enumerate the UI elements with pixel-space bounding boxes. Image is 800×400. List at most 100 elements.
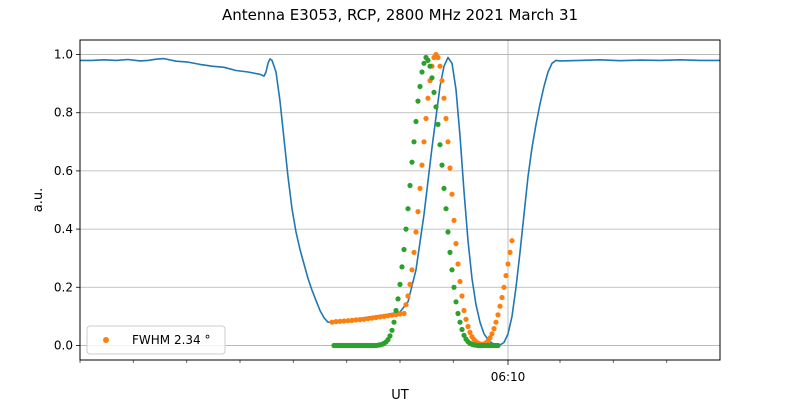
orange-point (415, 209, 421, 215)
orange-point (465, 323, 471, 330)
orange-point (421, 139, 427, 145)
orange-point (373, 314, 379, 321)
plot-area-frame (79, 39, 721, 361)
orange-point (497, 303, 503, 309)
legend-label: FWHM 2.34 ° (132, 333, 211, 347)
orange-point (493, 319, 499, 325)
orange-point (365, 316, 371, 322)
orange-point (499, 294, 505, 301)
legend-marker (103, 337, 109, 343)
orange-point (439, 78, 445, 84)
green-point (495, 342, 501, 349)
orange-point (403, 302, 409, 308)
green-point (417, 83, 423, 90)
orange-point (455, 261, 461, 267)
orange-point (333, 319, 339, 325)
y-axis-label: a.u. (31, 188, 46, 212)
green-point (433, 104, 439, 110)
series-green-group (331, 54, 501, 349)
orange-point (381, 313, 387, 319)
orange-point (349, 317, 355, 323)
green-point (439, 162, 445, 168)
green-point (441, 185, 447, 191)
orange-point (377, 314, 383, 320)
x-tick-label: 06:10 (491, 370, 526, 384)
orange-point (437, 63, 443, 69)
orange-point (435, 54, 441, 61)
legend-box (86, 325, 226, 355)
green-point (391, 319, 397, 325)
y-tick-label: 0.2 (54, 280, 73, 294)
green-point (455, 310, 461, 317)
orange-point (407, 281, 413, 287)
green-point (445, 229, 451, 235)
green-point (443, 206, 449, 212)
orange-point (461, 307, 467, 314)
orange-point (337, 318, 343, 324)
orange-point (445, 139, 451, 145)
orange-point (341, 318, 347, 324)
orange-point (369, 315, 375, 321)
chart-title: Antenna E3053, RCP, 2800 MHz 2021 March … (222, 6, 578, 24)
y-tick-label: 0.4 (54, 222, 73, 236)
green-point (409, 159, 415, 165)
orange-point (425, 95, 431, 101)
green-point (421, 60, 427, 66)
orange-point (389, 312, 395, 318)
green-point (403, 226, 409, 232)
orange-point (419, 162, 425, 168)
green-point (395, 296, 401, 302)
orange-point (441, 95, 447, 101)
green-point (401, 246, 407, 253)
orange-point (495, 312, 501, 318)
green-point (427, 63, 433, 69)
orange-point (459, 293, 465, 299)
y-tick-label: 0.8 (54, 106, 73, 120)
green-point (411, 139, 417, 145)
orange-point (505, 261, 511, 267)
orange-point (467, 329, 473, 335)
green-point (419, 69, 425, 75)
green-point (393, 307, 399, 314)
orange-point (457, 278, 463, 285)
orange-point (501, 284, 507, 290)
green-point (457, 319, 463, 325)
green-point (429, 75, 435, 81)
green-point (413, 118, 419, 125)
orange-point (509, 238, 515, 244)
y-tick-label: 0.6 (54, 164, 73, 178)
axes: 0.0 0.2 0.4 0.6 0.8 1.0 06:10 (54, 48, 668, 384)
orange-point (443, 115, 449, 122)
orange-point (503, 273, 509, 279)
orange-point (491, 326, 497, 332)
orange-point (489, 331, 495, 337)
orange-point (487, 335, 493, 341)
orange-point (361, 316, 367, 322)
series-orange-group (329, 51, 515, 347)
orange-point (507, 249, 513, 255)
legend: FWHM 2.34 ° (86, 325, 226, 355)
orange-point (357, 317, 363, 323)
green-point (451, 284, 457, 290)
orange-point (463, 316, 469, 322)
green-point (453, 299, 459, 305)
green-point (449, 267, 455, 273)
green-point (435, 121, 441, 127)
orange-point (449, 191, 455, 197)
green-point (407, 182, 413, 189)
orange-point (397, 311, 403, 317)
green-point (447, 249, 453, 255)
orange-point (413, 229, 419, 235)
green-point (387, 333, 393, 339)
green-point (397, 281, 403, 287)
orange-point (393, 312, 399, 318)
green-point (415, 98, 421, 104)
orange-point (353, 317, 359, 323)
orange-point (411, 249, 417, 255)
orange-point (401, 310, 407, 317)
green-point (431, 89, 437, 95)
orange-point (447, 165, 453, 171)
green-point (425, 57, 431, 64)
y-tick-label: 0.0 (54, 338, 73, 352)
